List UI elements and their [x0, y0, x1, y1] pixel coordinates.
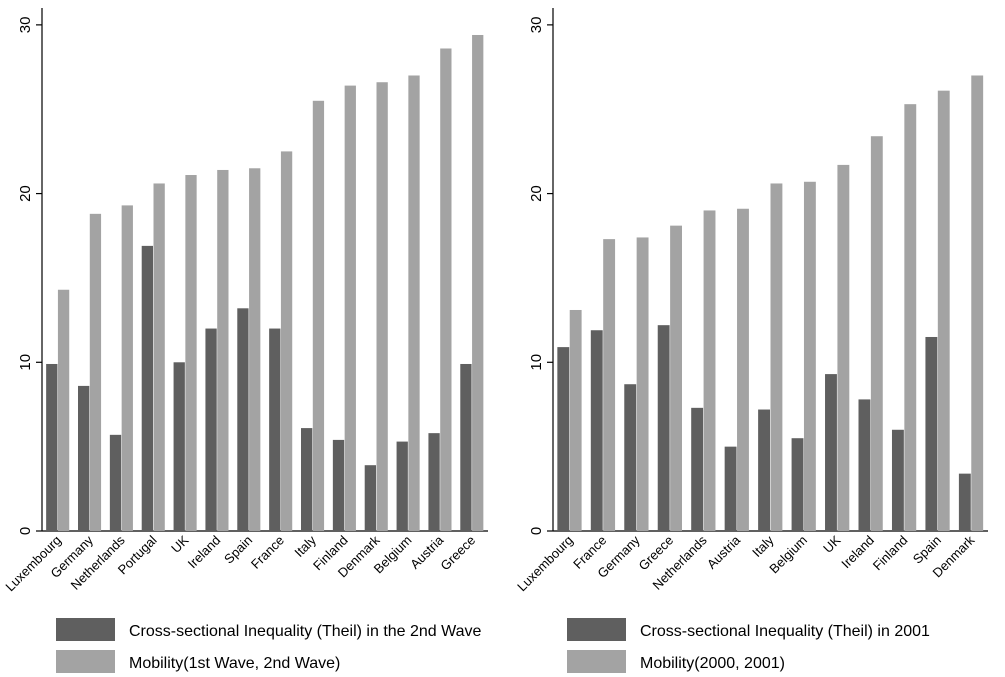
bar-mobility-greece [472, 34, 484, 532]
bar-inequality-uk [173, 362, 185, 531]
bar-mobility-luxembourg [57, 289, 70, 531]
bar-mobility-france [603, 239, 616, 531]
bar-inequality-france [590, 330, 603, 531]
bar-mobility-denmark [376, 82, 388, 531]
bar-mobility-italy [312, 100, 325, 531]
bar-inequality-france [269, 328, 281, 531]
bar-inequality-netherlands [691, 407, 704, 531]
bar-inequality-portugal [141, 245, 153, 531]
bar-mobility-italy [770, 183, 783, 531]
bar-inequality-belgium [791, 438, 804, 531]
x-tick-label: Finland [870, 533, 911, 574]
x-tick-label: Italy [749, 532, 777, 560]
y-tick-label: 0 [528, 527, 545, 535]
bar-inequality-finland [332, 439, 345, 531]
bar-mobility-austria [440, 48, 452, 532]
bar-mobility-ireland [870, 136, 883, 531]
y-tick-label: 20 [528, 185, 545, 202]
x-tick-label: Luxembourg [514, 533, 576, 595]
bar-mobility-greece [670, 225, 682, 531]
bar-inequality-italy [758, 409, 770, 531]
bar-mobility-germany [636, 237, 649, 531]
bar-mobility-netherlands [121, 205, 133, 531]
bar-mobility-spain [249, 168, 261, 531]
bar-inequality-germany [78, 385, 90, 531]
legend-label: Cross-sectional Inequality (Theil) in th… [129, 623, 482, 640]
bar-mobility-france [280, 151, 293, 531]
bar-inequality-ireland [858, 399, 871, 531]
bar-mobility-spain [937, 90, 950, 532]
bar-mobility-luxembourg [569, 309, 582, 531]
bar-inequality-germany [624, 384, 637, 531]
chart-panel-1: 0102030LuxembourgGermanyNetherlandsPortu… [2, 8, 488, 673]
bar-mobility-ireland [217, 169, 229, 531]
y-tick-label: 30 [17, 17, 34, 34]
x-tick-label: Italy [291, 532, 319, 560]
y-tick-label: 30 [528, 17, 545, 34]
x-tick-label: France [248, 533, 287, 572]
x-tick-label: UK [168, 532, 192, 556]
bar-inequality-uk [825, 374, 837, 531]
legend-item: Mobility(2000, 2001) [567, 650, 785, 673]
bar-mobility-germany [89, 213, 102, 531]
y-tick-label: 10 [17, 354, 34, 371]
bar-inequality-denmark [958, 473, 971, 531]
bar-inequality-greece [460, 363, 472, 531]
x-tick-label: Austria [704, 532, 744, 572]
x-tick-label: UK [820, 532, 844, 556]
bar-inequality-ireland [205, 328, 217, 531]
bar-mobility-belgium [803, 181, 816, 531]
x-tick-label: Ireland [185, 533, 224, 572]
y-tick-label: 20 [17, 185, 34, 202]
y-tick-label: 0 [17, 527, 34, 535]
bar-mobility-finland [344, 85, 356, 532]
legend-swatch [56, 618, 115, 641]
bar-inequality-austria [724, 446, 737, 531]
bar-inequality-denmark [364, 465, 376, 531]
bar-inequality-italy [301, 428, 313, 531]
bar-mobility-finland [904, 104, 917, 531]
bar-mobility-belgium [408, 75, 420, 531]
x-tick-label: Belgium [766, 533, 810, 577]
bar-inequality-luxembourg [46, 363, 58, 531]
legend-label: Mobility(2000, 2001) [640, 655, 785, 672]
bar-inequality-finland [891, 429, 904, 531]
bar-mobility-denmark [971, 75, 984, 531]
legend-label: Cross-sectional Inequality (Theil) in 20… [640, 623, 930, 640]
legend-item: Mobility(1st Wave, 2nd Wave) [56, 650, 340, 673]
bar-inequality-austria [428, 433, 440, 531]
legend-item: Cross-sectional Inequality (Theil) in 20… [567, 618, 930, 641]
bar-mobility-portugal [153, 183, 165, 531]
legend-swatch [567, 618, 626, 641]
bar-mobility-uk [837, 164, 850, 531]
legend-item: Cross-sectional Inequality (Theil) in th… [56, 618, 482, 641]
bar-inequality-greece [657, 325, 670, 531]
bar-inequality-spain [237, 308, 249, 531]
legend-swatch [56, 650, 115, 673]
bar-mobility-austria [737, 208, 749, 531]
bar-inequality-belgium [396, 441, 408, 531]
bar-mobility-netherlands [703, 210, 716, 531]
bar-inequality-netherlands [109, 434, 122, 531]
chart-panel-2: 0102030LuxembourgFranceGermanyGreeceNeth… [514, 8, 988, 673]
y-tick-label: 10 [528, 354, 545, 371]
bar-inequality-spain [925, 336, 938, 531]
bar-mobility-uk [185, 175, 197, 531]
legend-label: Mobility(1st Wave, 2nd Wave) [129, 655, 340, 672]
bar-inequality-luxembourg [557, 347, 570, 531]
x-tick-label: Greece [437, 533, 478, 574]
legend-swatch [567, 650, 626, 673]
